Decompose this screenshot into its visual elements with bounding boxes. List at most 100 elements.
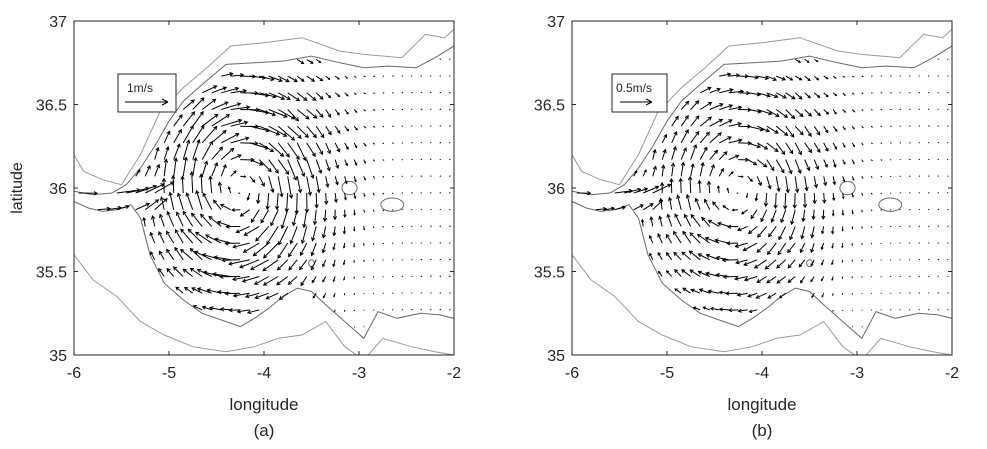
- flow-arrow: [353, 92, 357, 96]
- flow-arrow-head: [364, 161, 366, 164]
- flow-arrow-head: [236, 102, 242, 107]
- flow-arrow: [785, 159, 792, 174]
- flow-arrow: [211, 130, 227, 144]
- flow-arrow-head: [125, 204, 130, 210]
- flow-arrow: [785, 176, 789, 193]
- flow-arrow: [641, 219, 644, 227]
- flow-arrow: [735, 259, 748, 264]
- flow-arrow: [181, 176, 184, 194]
- flow-arrow: [743, 259, 758, 266]
- flow-arrow-head: [826, 76, 829, 80]
- flow-arrow: [372, 276, 375, 278]
- flow-arrow-head: [753, 161, 758, 166]
- flow-arrow: [804, 176, 808, 191]
- flow-arrow: [804, 75, 811, 81]
- flow-arrow: [363, 109, 366, 112]
- x-tick-label: -4: [755, 365, 769, 382]
- flow-arrow: [661, 165, 665, 177]
- flow-arrow: [315, 192, 318, 208]
- flow-arrow-head: [231, 208, 235, 212]
- flow-arrow-head: [285, 153, 290, 158]
- panel-caption-a: (a): [254, 421, 275, 440]
- flow-arrow-head: [200, 124, 205, 130]
- flow-arrow-head: [821, 215, 826, 220]
- flow-arrow: [372, 142, 376, 145]
- flow-arrow: [690, 100, 699, 110]
- flow-arrow: [810, 259, 815, 267]
- flow-arrow-head: [311, 78, 316, 82]
- flow-arrow: [747, 142, 761, 148]
- flow-arrow-head: [355, 110, 358, 114]
- flow-arrow-head: [685, 100, 690, 105]
- flow-arrow: [286, 192, 289, 212]
- flow-arrow: [689, 250, 701, 261]
- flow-arrow-head: [191, 287, 196, 292]
- y-tick-label: 35: [547, 348, 565, 365]
- flow-arrow-head: [748, 309, 753, 314]
- flow-arrow: [191, 171, 194, 194]
- flow-arrow: [306, 142, 316, 157]
- flow-arrow-head: [810, 263, 814, 267]
- flow-arrow: [813, 159, 819, 170]
- flow-arrow-head: [253, 281, 259, 285]
- flow-arrow-head: [808, 148, 813, 154]
- flow-arrow-head: [834, 129, 838, 133]
- flow-arrow: [812, 209, 815, 220]
- flow-arrow: [737, 292, 748, 296]
- coastline-contour: [572, 254, 952, 355]
- flow-arrow-head: [190, 99, 195, 104]
- flow-arrow: [268, 92, 285, 100]
- flow-arrow: [813, 125, 821, 136]
- flow-arrow-head: [757, 181, 762, 187]
- flow-arrow: [244, 225, 260, 236]
- flow-arrow: [728, 90, 744, 94]
- flow-arrow: [880, 142, 883, 145]
- flow-arrow: [173, 143, 181, 160]
- flow-arrow-head: [654, 185, 660, 190]
- flow-arrow-head: [832, 181, 837, 186]
- flow-arrow-head: [290, 136, 296, 141]
- flow-arrow: [784, 192, 787, 209]
- flow-arrow: [166, 211, 175, 227]
- flow-arrow: [775, 192, 777, 209]
- x-tick-label: -5: [162, 365, 176, 382]
- flow-arrow-head: [817, 94, 821, 99]
- flow-arrow-head: [710, 163, 715, 169]
- flow-arrow-head: [665, 233, 670, 239]
- flow-arrow-head: [674, 213, 679, 218]
- flow-arrow: [823, 176, 827, 186]
- flow-arrow: [277, 242, 289, 259]
- flow-arrow-head: [155, 146, 160, 152]
- flow-arrow-head: [163, 198, 168, 203]
- flow-arrow-head: [680, 161, 686, 166]
- flow-arrow-head: [165, 230, 170, 235]
- flow-arrow: [202, 253, 222, 261]
- flow-arrow-head: [232, 293, 238, 298]
- flow-arrow-head: [286, 96, 291, 100]
- flow-arrow-head: [841, 213, 845, 217]
- flow-arrow: [314, 209, 317, 225]
- flow-arrow: [832, 192, 835, 201]
- flow-arrow-head: [159, 213, 164, 219]
- flow-arrow: [334, 142, 340, 153]
- flow-arrow-head: [285, 78, 290, 83]
- flow-arrow: [158, 231, 165, 244]
- flow-arrow-head: [246, 105, 251, 110]
- flow-arrow: [766, 92, 778, 98]
- flow-arrow-head: [680, 269, 686, 274]
- flow-arrow: [201, 141, 213, 160]
- flow-arrow-head: [821, 295, 824, 298]
- flow-arrow-head: [774, 93, 779, 99]
- flow-arrow-head: [695, 115, 700, 120]
- flow-arrow-head: [327, 149, 331, 155]
- flow-arrow: [182, 157, 187, 177]
- flow-arrow-head: [831, 246, 834, 249]
- flow-arrow-head: [254, 90, 259, 96]
- flow-arrow: [614, 190, 633, 194]
- flow-arrow-head: [262, 267, 267, 272]
- flow-arrow: [728, 155, 739, 161]
- flow-arrow: [649, 253, 654, 261]
- flow-arrow: [180, 249, 194, 261]
- flow-arrow: [789, 226, 796, 240]
- flow-arrow-head: [279, 152, 285, 157]
